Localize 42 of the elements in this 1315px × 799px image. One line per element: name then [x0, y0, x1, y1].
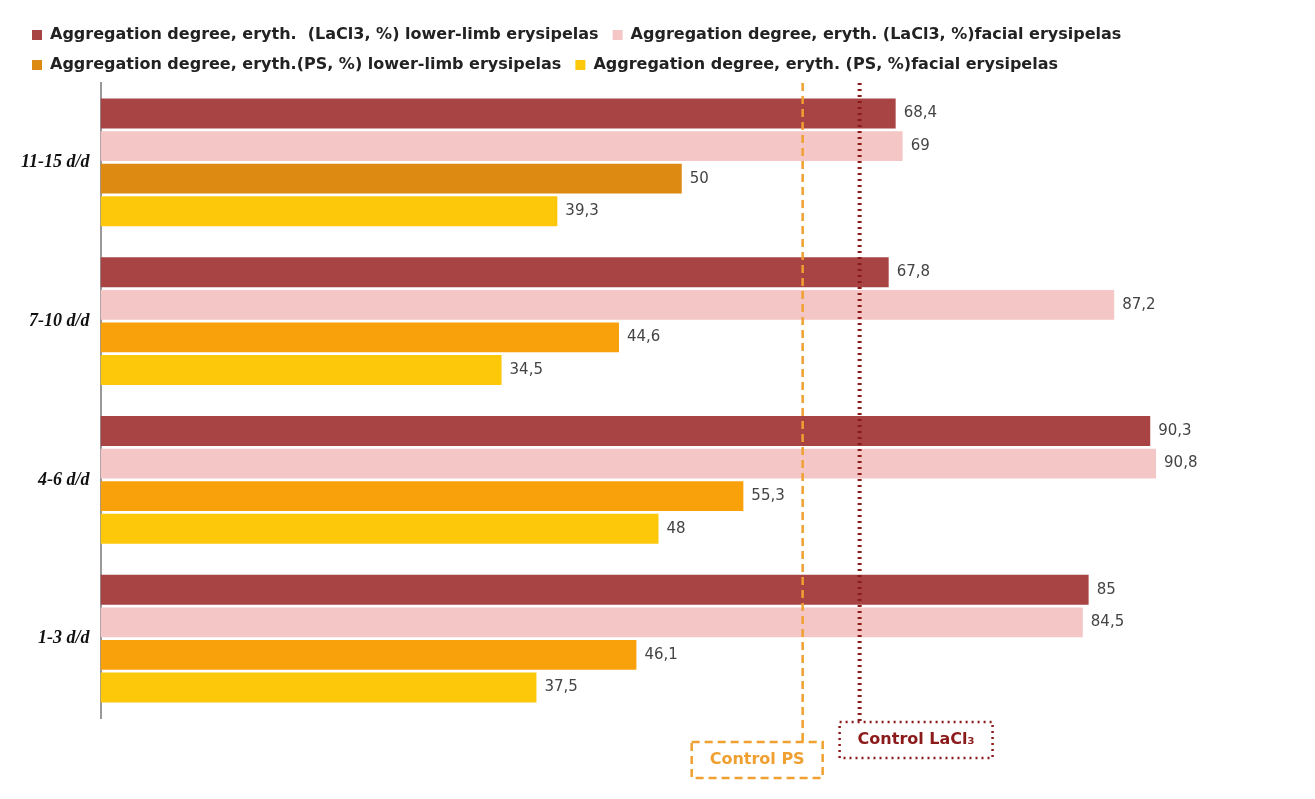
data-label: 48	[666, 518, 686, 537]
legend-label: Aggregation degree, eryth. (PS, %)facial erysipelas	[593, 54, 1059, 74]
bar	[100, 257, 889, 288]
data-label: 37,5	[544, 677, 578, 696]
data-label: 67,8	[896, 262, 931, 281]
bar	[100, 354, 502, 385]
bar	[100, 196, 558, 227]
data-label: 50	[689, 168, 709, 187]
data-label: 90,8	[1164, 453, 1198, 472]
data-label: 34,5	[509, 359, 543, 378]
data-label: 55,3	[751, 486, 785, 505]
ref-line-label: Control LaCl₃	[857, 729, 975, 749]
bar	[100, 448, 1157, 479]
bar	[100, 289, 1115, 320]
data-label: 90,3	[1158, 420, 1192, 439]
bar	[100, 672, 537, 703]
legend-label: Aggregation degree, eryth. (LaCl3, %)facial erysipelas	[630, 24, 1122, 44]
y-tick-label: 1-3 d/d	[38, 627, 91, 648]
data-label: 85	[1096, 579, 1116, 598]
bar	[100, 131, 903, 162]
legend-label: Aggregation degree, eryth.(PS, %) lower-limb erysipelas	[50, 54, 562, 74]
bar	[100, 607, 1083, 638]
bar	[100, 416, 1151, 447]
data-label: 84,5	[1090, 612, 1125, 631]
bar	[100, 513, 659, 544]
y-tick-label: 7-10 d/d	[29, 309, 91, 330]
data-label: 68,4	[903, 103, 938, 122]
data-label: 39,3	[565, 201, 599, 220]
bar	[100, 639, 637, 670]
bar	[100, 574, 1089, 605]
bar	[100, 322, 619, 353]
y-tick-label: 11-15 d/d	[20, 151, 91, 172]
data-label: 46,1	[644, 644, 678, 663]
data-label: 69	[910, 135, 930, 154]
bar	[100, 163, 682, 194]
legend-label: Aggregation degree, eryth. (LaCl3, %) lower-limb erysipelas	[50, 24, 599, 44]
ref-line-label: Control PS	[709, 749, 805, 769]
data-label: 87,2	[1122, 294, 1156, 313]
y-tick-label: 4-6 d/d	[37, 468, 91, 489]
data-label: 44,6	[626, 327, 661, 346]
bar	[100, 98, 896, 129]
bar	[100, 481, 744, 512]
